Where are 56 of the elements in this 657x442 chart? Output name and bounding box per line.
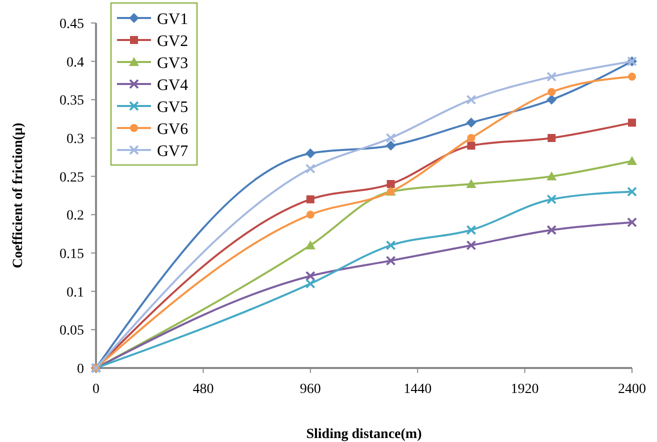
point <box>467 142 476 150</box>
point <box>546 171 557 180</box>
point <box>386 133 396 143</box>
point <box>386 256 396 266</box>
point <box>305 164 316 174</box>
y-tick-label: 0.2 <box>66 208 84 224</box>
x-tick-label: 1920 <box>510 382 539 397</box>
point <box>386 180 395 188</box>
legend-label: GV2 <box>157 33 188 50</box>
y-tick-label: 0.4 <box>66 55 84 70</box>
point <box>546 94 557 105</box>
legend-label: GV1 <box>157 11 188 28</box>
point <box>305 278 316 289</box>
x-tick-label: 0 <box>92 382 100 397</box>
y-tick-label: 0.15 <box>60 247 84 262</box>
x-tick-label: 960 <box>300 382 321 397</box>
point <box>548 134 556 142</box>
point <box>466 225 476 235</box>
y-tick-label: 0.25 <box>60 170 84 186</box>
y-tick-label: 0.1 <box>66 285 84 300</box>
point <box>466 94 476 105</box>
point <box>546 194 557 204</box>
y-axis-title: Coefficient of friction(μ) <box>11 122 26 268</box>
x-tick-label: 2400 <box>618 382 646 397</box>
point <box>627 217 637 228</box>
point <box>628 72 636 81</box>
point <box>546 225 557 235</box>
y-tick-label: 0 <box>77 362 84 377</box>
point <box>306 195 314 204</box>
point <box>466 118 476 128</box>
y-tick-label: 0.3 <box>66 132 84 147</box>
point <box>386 140 396 151</box>
point <box>467 134 476 142</box>
legend-label: GV6 <box>157 121 188 138</box>
point <box>305 240 316 250</box>
legend-label: GV7 <box>157 143 188 160</box>
point <box>546 72 557 82</box>
legend-label: GV3 <box>157 55 188 72</box>
y-tick-label: 0.35 <box>60 94 84 109</box>
point <box>628 118 636 127</box>
point <box>305 271 316 281</box>
legend-label: GV5 <box>157 99 188 116</box>
point <box>548 88 556 96</box>
point <box>306 210 314 219</box>
point <box>466 240 476 250</box>
legend-label: GV4 <box>157 77 188 94</box>
point <box>466 179 476 188</box>
y-tick-label: 0.05 <box>60 324 84 339</box>
point <box>305 148 316 158</box>
x-axis-title: Sliding distance(m) <box>306 427 422 442</box>
y-tick-label: 0.45 <box>60 17 84 32</box>
point <box>627 186 637 197</box>
x-tick-label: 1440 <box>404 382 432 397</box>
x-tick-label: 480 <box>192 382 214 397</box>
point <box>627 156 637 165</box>
point <box>386 240 396 250</box>
